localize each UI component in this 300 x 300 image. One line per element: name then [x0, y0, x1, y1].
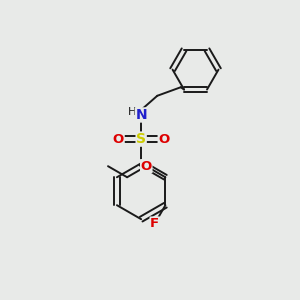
Text: S: S — [136, 132, 146, 146]
Text: F: F — [150, 217, 159, 230]
Text: N: N — [135, 108, 147, 122]
Text: H: H — [128, 107, 136, 117]
Text: O: O — [113, 133, 124, 146]
Text: O: O — [141, 160, 152, 173]
Text: O: O — [158, 133, 169, 146]
